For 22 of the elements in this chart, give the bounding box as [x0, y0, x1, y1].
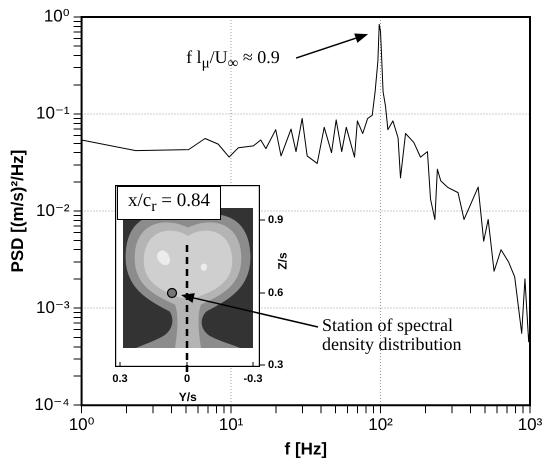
annotation: 0.3	[112, 372, 128, 384]
y-tick-label: 10⁻³	[36, 298, 70, 317]
x-tick-label: 10²	[368, 415, 394, 434]
annotation: 0.9	[268, 214, 284, 226]
x-axis-title: f [Hz]	[284, 439, 328, 458]
text: Z/s	[276, 252, 290, 270]
y-tick-label: 10⁻²	[36, 200, 70, 220]
y-tick-label: 10⁻¹	[36, 104, 70, 123]
y-tick-label: 10⁰	[44, 6, 70, 26]
x-tick-label: 10¹	[218, 415, 244, 434]
y-tick-label: 10⁻⁴	[34, 394, 70, 414]
text: Y/s	[178, 390, 197, 404]
annotation: f l$_{μ}$/U$_{∞}$ ≈ 0.9	[186, 47, 280, 72]
annotation: 0.3	[268, 358, 284, 370]
x-tick-label: 10³	[518, 415, 543, 434]
x-tick-label: 10⁰	[68, 415, 95, 434]
annotation: Station of spectral density distribution	[322, 315, 462, 354]
annotation: 0	[184, 372, 190, 384]
text: x/c$_{r}$ = 0.84	[117, 186, 221, 220]
y-axis-title: PSD [(m/s)²/Hz]	[8, 150, 27, 272]
annotation: -0.3	[244, 372, 262, 384]
annotation: 0.6	[268, 286, 284, 298]
